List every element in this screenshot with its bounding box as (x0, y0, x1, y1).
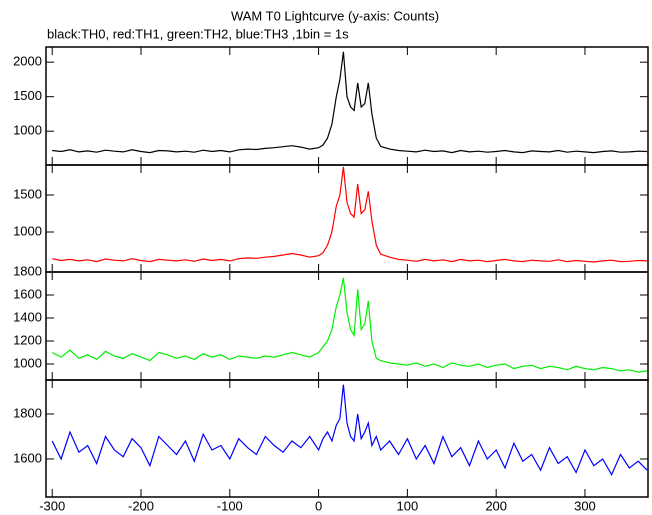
series-line (52, 51, 648, 154)
x-tick-label: 200 (485, 498, 507, 513)
x-tick-label: 100 (397, 498, 419, 513)
panel-frame (45, 379, 649, 498)
x-tick-label: -200 (128, 498, 154, 513)
y-tick-label: 1800 (13, 405, 42, 420)
y-tick-label: 1200 (13, 332, 42, 347)
y-tick-label: 1600 (13, 286, 42, 301)
chart-subtitle: black:TH0, red:TH1, green:TH2, blue:TH3 … (47, 26, 349, 41)
y-tick-label: 1400 (13, 309, 42, 324)
y-tick-label: 1000 (13, 123, 42, 138)
series-line (51, 277, 648, 373)
panel-frame (45, 46, 649, 166)
panel-frame (45, 164, 649, 273)
panel-frame (45, 271, 649, 381)
y-tick-label: 2000 (13, 54, 42, 69)
x-tick-label: -300 (39, 498, 65, 513)
y-tick-label: 1000 (13, 223, 42, 238)
y-tick-label: 1600 (13, 450, 42, 465)
series-line (52, 166, 648, 263)
y-tick-label: 1500 (13, 88, 42, 103)
y-tick-label: 1500 (13, 186, 42, 201)
chart-title: WAM T0 Lightcurve (y-axis: Counts) (231, 8, 439, 23)
series-line (51, 384, 648, 477)
y-tick-label: 1800 (13, 263, 42, 278)
y-tick-label: 1000 (13, 355, 42, 370)
x-tick-label: 300 (574, 498, 596, 513)
x-tick-label: -100 (217, 498, 243, 513)
x-tick-label: 0 (315, 498, 322, 513)
